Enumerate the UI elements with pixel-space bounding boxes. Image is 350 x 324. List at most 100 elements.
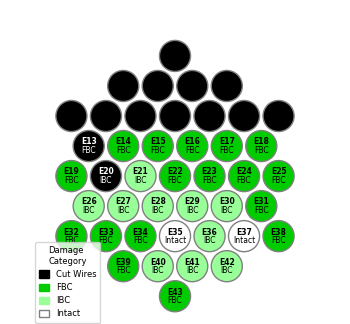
Text: E19: E19 [64, 168, 79, 177]
Text: E38: E38 [271, 227, 287, 237]
Text: Intact: Intact [164, 236, 186, 245]
Circle shape [160, 40, 190, 72]
Circle shape [56, 100, 87, 132]
Circle shape [73, 191, 104, 222]
Text: FBC: FBC [64, 176, 79, 185]
Text: IBC: IBC [152, 206, 164, 215]
Text: FBC: FBC [82, 146, 96, 155]
Text: E27: E27 [115, 198, 131, 206]
Text: E16: E16 [184, 137, 200, 146]
Text: E23: E23 [202, 168, 217, 177]
Text: E26: E26 [81, 198, 97, 206]
Text: E13: E13 [81, 137, 97, 146]
Text: E43: E43 [167, 288, 183, 296]
Text: IBC: IBC [134, 176, 147, 185]
Text: FBC: FBC [202, 176, 217, 185]
Circle shape [177, 191, 208, 222]
Circle shape [160, 161, 190, 191]
Text: FBC: FBC [99, 236, 113, 245]
Text: FBC: FBC [116, 266, 131, 275]
Text: FBC: FBC [219, 146, 234, 155]
Circle shape [125, 100, 156, 132]
Text: FBC: FBC [185, 146, 200, 155]
Circle shape [211, 70, 242, 101]
Text: IBC: IBC [220, 206, 233, 215]
Text: IBC: IBC [220, 266, 233, 275]
Circle shape [108, 251, 139, 282]
Circle shape [263, 221, 294, 252]
Circle shape [108, 131, 139, 162]
Circle shape [263, 100, 294, 132]
Text: FBC: FBC [254, 206, 268, 215]
Text: E22: E22 [167, 168, 183, 177]
Circle shape [229, 100, 260, 132]
Text: FBC: FBC [150, 146, 165, 155]
Circle shape [194, 100, 225, 132]
Text: E33: E33 [98, 227, 114, 237]
Text: E15: E15 [150, 137, 166, 146]
Circle shape [211, 131, 242, 162]
Circle shape [160, 100, 190, 132]
Circle shape [90, 221, 121, 252]
Circle shape [142, 191, 173, 222]
Circle shape [177, 131, 208, 162]
Circle shape [108, 70, 139, 101]
Text: FBC: FBC [168, 296, 182, 305]
Text: IBC: IBC [152, 266, 164, 275]
Circle shape [246, 191, 277, 222]
Text: E39: E39 [116, 258, 131, 267]
Text: E31: E31 [253, 198, 269, 206]
Text: FBC: FBC [254, 146, 268, 155]
Circle shape [229, 221, 260, 252]
Text: IBC: IBC [100, 176, 112, 185]
Text: E24: E24 [236, 168, 252, 177]
Text: E41: E41 [184, 258, 200, 267]
Text: IBC: IBC [186, 266, 198, 275]
Circle shape [229, 161, 260, 191]
Circle shape [125, 161, 156, 191]
Text: E29: E29 [184, 198, 200, 206]
Circle shape [194, 221, 225, 252]
Text: FBC: FBC [64, 236, 79, 245]
Circle shape [246, 131, 277, 162]
Text: Intact: Intact [233, 236, 255, 245]
Legend: Cut Wires, FBC, IBC, Intact: Cut Wires, FBC, IBC, Intact [35, 242, 100, 323]
Circle shape [211, 191, 242, 222]
Circle shape [177, 251, 208, 282]
Text: FBC: FBC [271, 236, 286, 245]
Text: E25: E25 [271, 168, 286, 177]
Text: FBC: FBC [237, 176, 251, 185]
Text: E28: E28 [150, 198, 166, 206]
Circle shape [142, 131, 173, 162]
Text: E36: E36 [202, 227, 217, 237]
Circle shape [56, 161, 87, 191]
Text: IBC: IBC [203, 236, 216, 245]
Circle shape [90, 100, 121, 132]
Text: E14: E14 [116, 137, 131, 146]
Text: E30: E30 [219, 198, 234, 206]
Text: IBC: IBC [117, 206, 130, 215]
Text: E32: E32 [64, 227, 79, 237]
Text: E20: E20 [98, 168, 114, 177]
Text: IBC: IBC [186, 206, 198, 215]
Circle shape [125, 221, 156, 252]
Circle shape [211, 251, 242, 282]
Text: E34: E34 [133, 227, 148, 237]
Circle shape [108, 191, 139, 222]
Text: E37: E37 [236, 227, 252, 237]
Circle shape [142, 251, 173, 282]
Text: E40: E40 [150, 258, 166, 267]
Circle shape [160, 221, 190, 252]
Text: E35: E35 [167, 227, 183, 237]
Text: FBC: FBC [133, 236, 148, 245]
Circle shape [73, 131, 104, 162]
Text: IBC: IBC [83, 206, 95, 215]
Text: E42: E42 [219, 258, 234, 267]
Circle shape [142, 70, 173, 101]
Text: E21: E21 [133, 168, 148, 177]
Text: FBC: FBC [116, 146, 131, 155]
Circle shape [160, 281, 190, 312]
Circle shape [263, 161, 294, 191]
Circle shape [194, 161, 225, 191]
Circle shape [90, 161, 121, 191]
